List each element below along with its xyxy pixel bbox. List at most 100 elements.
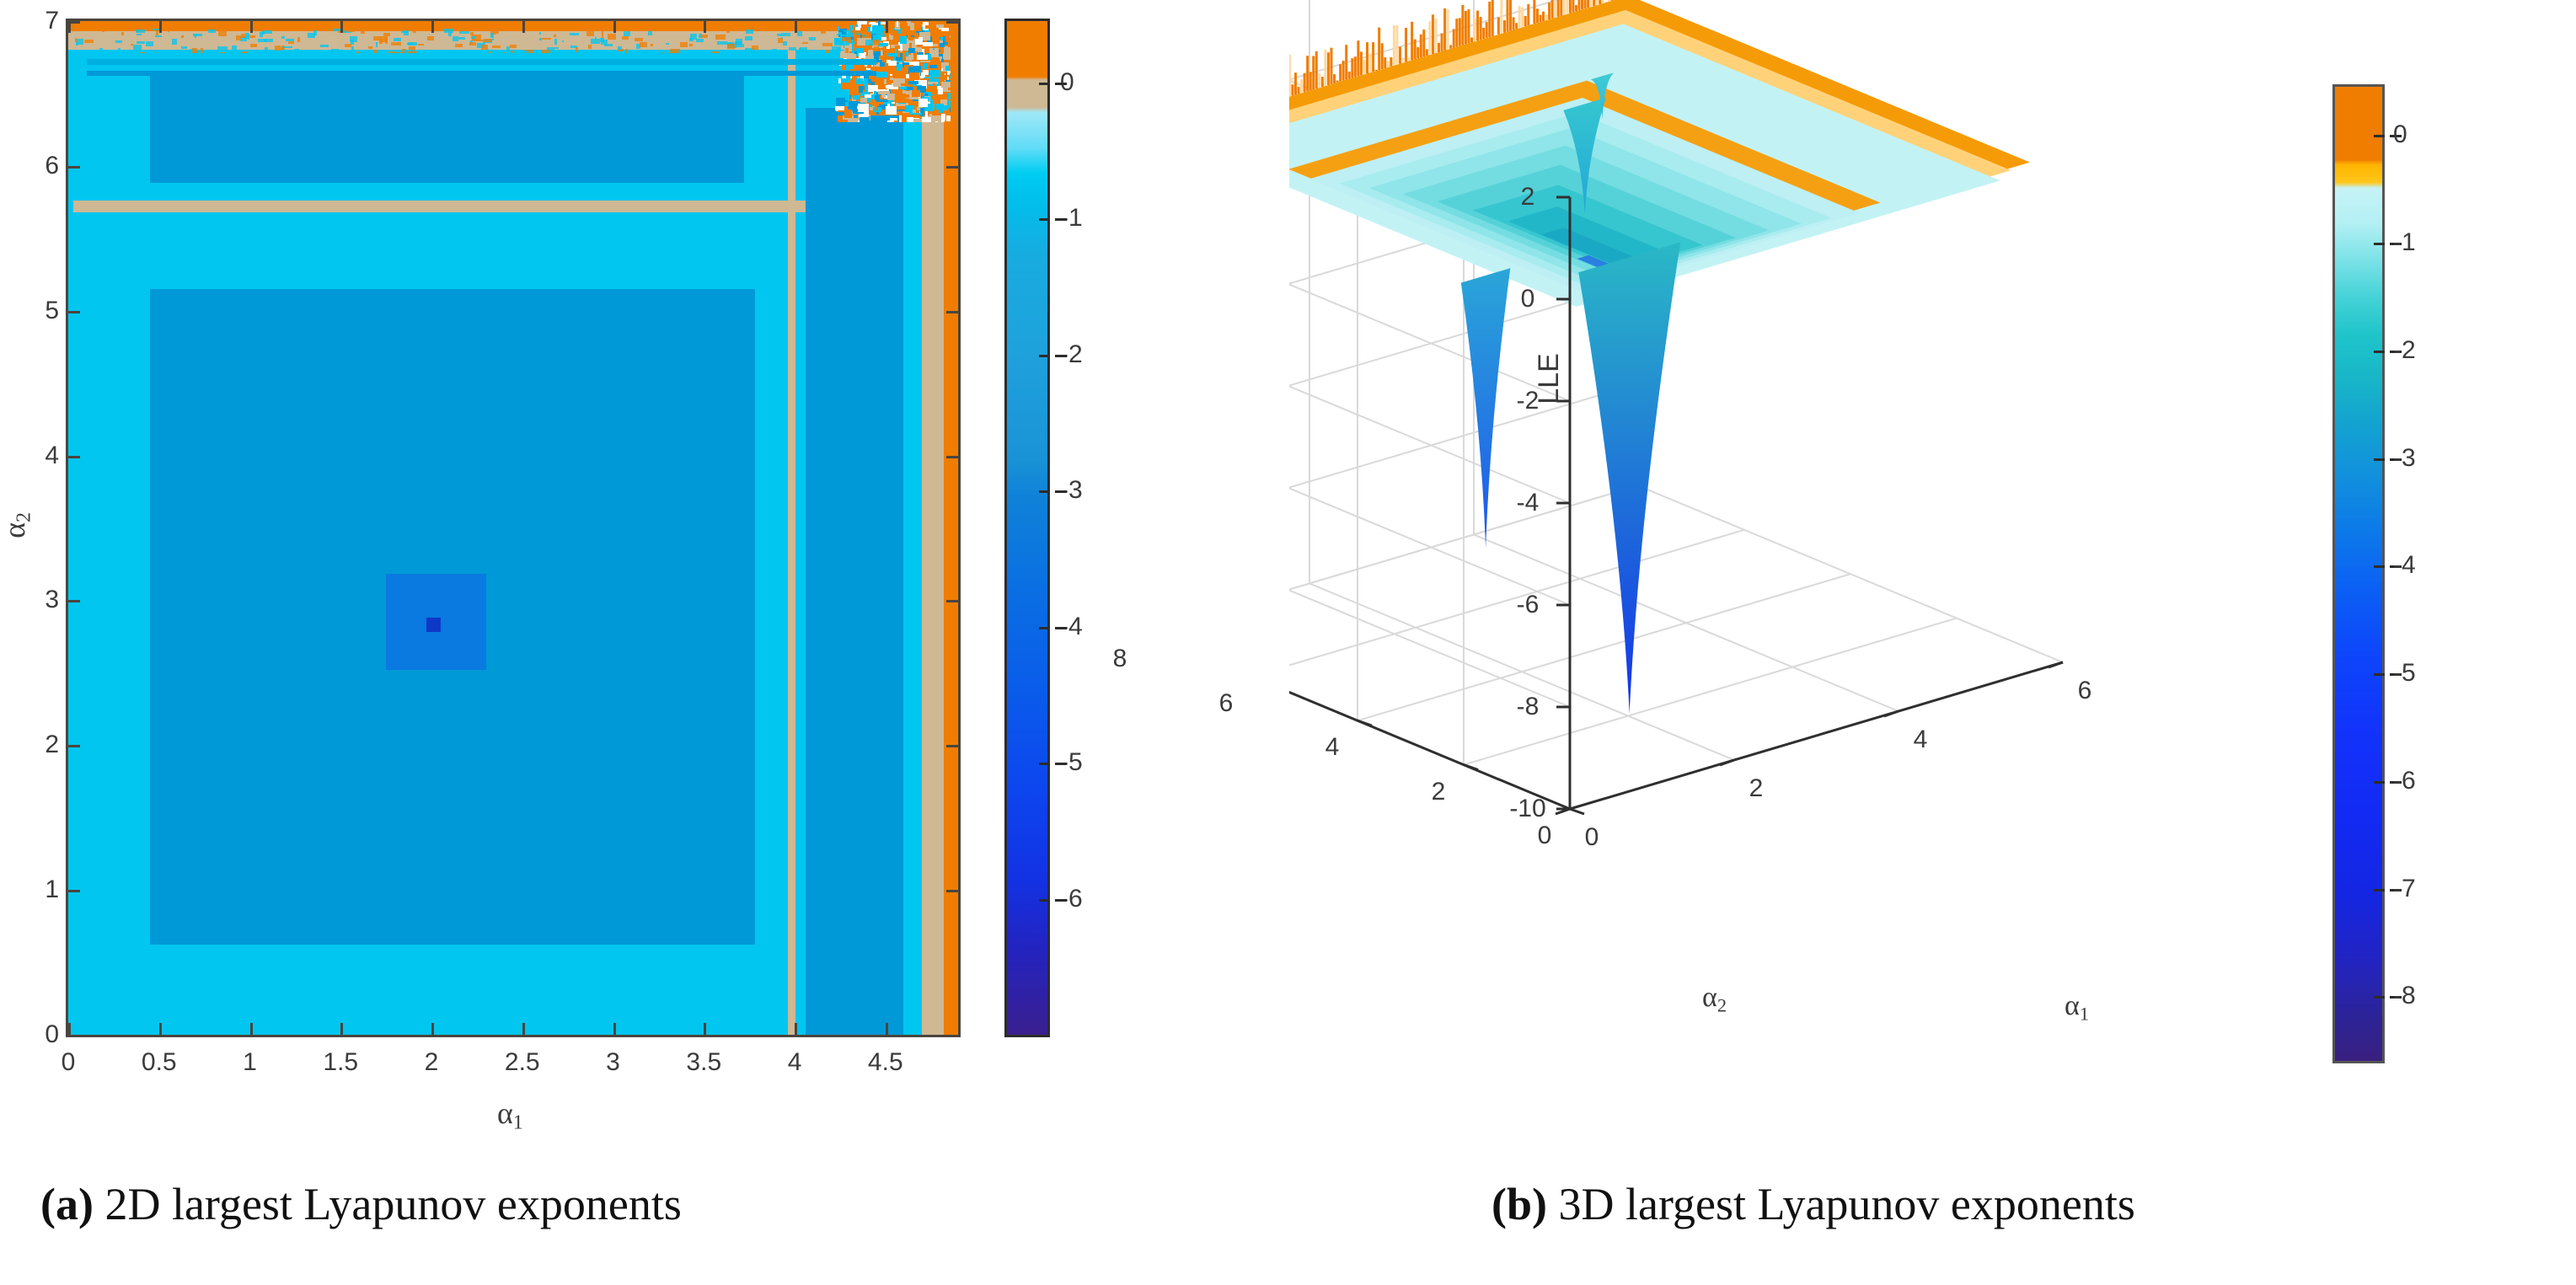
- x-tick-mark-8: [795, 21, 798, 33]
- heatmap-chaotic-speckle: [834, 21, 951, 123]
- x-tick-label-6: 3: [606, 1048, 620, 1076]
- x-tick-mark-6: [613, 21, 616, 33]
- x-tick-label-0: 0: [61, 1048, 76, 1076]
- grid-floor-a2-1: [1463, 617, 1957, 766]
- y-tick-label-0: 0: [1537, 822, 1552, 849]
- y-tick-label-2: 4: [1325, 733, 1340, 762]
- x-tick-mark-0: [68, 1023, 71, 1035]
- y-tick-mark-4: [68, 455, 80, 458]
- colorbar-2d-tick-1: [1039, 218, 1050, 222]
- colorbar-3d[interactable]: [2332, 84, 2385, 1063]
- colorbar-3d-tick-label-2: -2: [2393, 335, 2416, 364]
- y-tick-label-3: 3: [45, 586, 59, 614]
- colorbar-3d-tick-label-7: -7: [2393, 874, 2416, 902]
- colorbar-2d[interactable]: [1004, 19, 1050, 1037]
- surface-spikes: [1460, 72, 1681, 714]
- heatmap-region-chaotic-top-band: [68, 21, 958, 32]
- colorbar-3d-dash-1: [2390, 243, 2402, 246]
- y-tick-mark-5: [946, 310, 958, 313]
- x-tick-mark-0: [68, 21, 71, 33]
- y-tick-label-0: 0: [45, 1020, 59, 1048]
- colorbar-2d-tick-label-4: -4: [1060, 612, 1083, 640]
- x-tick-mark-2: [249, 21, 253, 33]
- colorbar-2d-tick-label-6: -6: [1060, 884, 1083, 913]
- y-tick-label-4: 8: [1112, 645, 1127, 673]
- grid-floor-a2-3: [1251, 528, 1745, 677]
- x-tick-mark-2: [249, 1023, 253, 1035]
- z-tick-label-1: 0: [1520, 285, 1535, 313]
- x-tick-mark-3: [2048, 661, 2064, 669]
- heatmap-region-right-orange-edge: [943, 21, 958, 1035]
- caption-b: (b) 3D largest Lyapunov exponents: [1492, 1178, 2135, 1230]
- colorbar-3d-tick-label-0: 0: [2393, 120, 2407, 149]
- surface-3d-svg: [1144, 0, 2064, 816]
- x-tick-label-7: 3.5: [686, 1048, 722, 1076]
- colorbar-2d-dash-3: [1055, 490, 1067, 494]
- surface-3d-plot-area[interactable]: [1144, 0, 2343, 1053]
- x-tick-label-3: 6: [2077, 677, 2092, 704]
- x-tick-mark-4: [431, 21, 435, 33]
- colorbar-2d-dash-4: [1055, 626, 1067, 629]
- heatmap-thin-stripe-0: [86, 58, 877, 65]
- colorbar-2d-tick-4: [1039, 626, 1050, 629]
- y-tick-mark-4: [946, 455, 958, 458]
- caption-a: (a) 2D largest Lyapunov exponents: [40, 1178, 682, 1230]
- y-tick-mark-1: [946, 890, 958, 893]
- colorbar-3d-tick-2: [2374, 350, 2385, 353]
- x-tick-label-3: 1.5: [323, 1048, 359, 1076]
- heatmap-2d-plot-area[interactable]: [66, 19, 961, 1037]
- x-tick-mark-9: [885, 21, 888, 33]
- y-tick-mark-6: [946, 165, 958, 169]
- x-tick-mark-1: [158, 1023, 162, 1035]
- colorbar-3d-dash-8: [2390, 996, 2402, 999]
- grid-floor-a2-2: [1357, 573, 1851, 722]
- x-tick-mark-3: [340, 1023, 344, 1035]
- x-axis-title-3d: α1: [2065, 990, 2090, 1025]
- y-tick-label-2: 2: [45, 731, 59, 759]
- heatmap-thin-stripe-1: [86, 71, 877, 77]
- y-tick-mark-7: [68, 21, 80, 24]
- colorbar-2d-tick-label-0: 0: [1060, 67, 1074, 96]
- colorbar-2d-tick-3: [1039, 490, 1050, 494]
- colorbar-3d-tick-7: [2374, 888, 2385, 891]
- caption-b-text: 3D largest Lyapunov exponents: [1547, 1179, 2135, 1229]
- x-axis-title-2d: α1: [497, 1096, 523, 1134]
- colorbar-2d-tick-5: [1039, 763, 1050, 766]
- heatmap-region-right-tan-edge: [921, 28, 944, 1035]
- x-tick-mark-3: [340, 21, 344, 33]
- z-tick-label-6: -10: [1509, 795, 1546, 822]
- x-tick-mark-5: [522, 21, 525, 33]
- colorbar-2d-tick-label-3: -3: [1060, 476, 1083, 505]
- y-tick-label-1: 2: [1431, 777, 1446, 806]
- colorbar-3d-tick-0: [2374, 135, 2385, 138]
- x-tick-label-4: 2: [424, 1048, 439, 1076]
- colorbar-3d-tick-3: [2374, 458, 2385, 461]
- colorbar-3d-tick-label-6: -6: [2393, 766, 2416, 795]
- heatmap-region-upper-inner-plateau: [149, 76, 744, 184]
- z-tick-label-3: -4: [1516, 489, 1540, 517]
- colorbar-2d-tick-label-2: -2: [1060, 340, 1083, 368]
- surface-3d-mesh: [1169, 0, 2030, 308]
- colorbar-2d-tick-label-1: -1: [1060, 204, 1083, 233]
- x-tick-mark-2: [1883, 709, 1899, 718]
- y-tick-mark-2: [1357, 719, 1373, 727]
- caption-b-tag: (b): [1492, 1179, 1547, 1229]
- z-tick-label-2: -2: [1516, 387, 1540, 415]
- y-tick-mark-0: [946, 1035, 958, 1037]
- x-tick-mark-1: [158, 21, 162, 33]
- heatmap-region-right-column-plateau: [805, 108, 904, 1035]
- colorbar-3d-tick-label-1: -1: [2393, 228, 2416, 257]
- caption-a-tag: (a): [40, 1179, 94, 1229]
- y-tick-mark-1: [68, 890, 80, 893]
- y-tick-label-7: 7: [45, 7, 59, 35]
- caption-a-text: 2D largest Lyapunov exponents: [93, 1179, 682, 1229]
- heatmap-region-right-vertical-tan-line: [788, 50, 796, 1035]
- colorbar-3d-dash-6: [2390, 780, 2402, 784]
- colorbar-3d-tick-label-4: -4: [2393, 551, 2416, 580]
- y-tick-mark-6: [68, 165, 80, 169]
- y-tick-mark-5: [68, 310, 80, 313]
- y-tick-label-3: 6: [1218, 688, 1234, 717]
- y-tick-mark-0: [1569, 807, 1585, 816]
- colorbar-3d-dash-4: [2390, 565, 2402, 569]
- y-tick-mark-3: [68, 600, 80, 603]
